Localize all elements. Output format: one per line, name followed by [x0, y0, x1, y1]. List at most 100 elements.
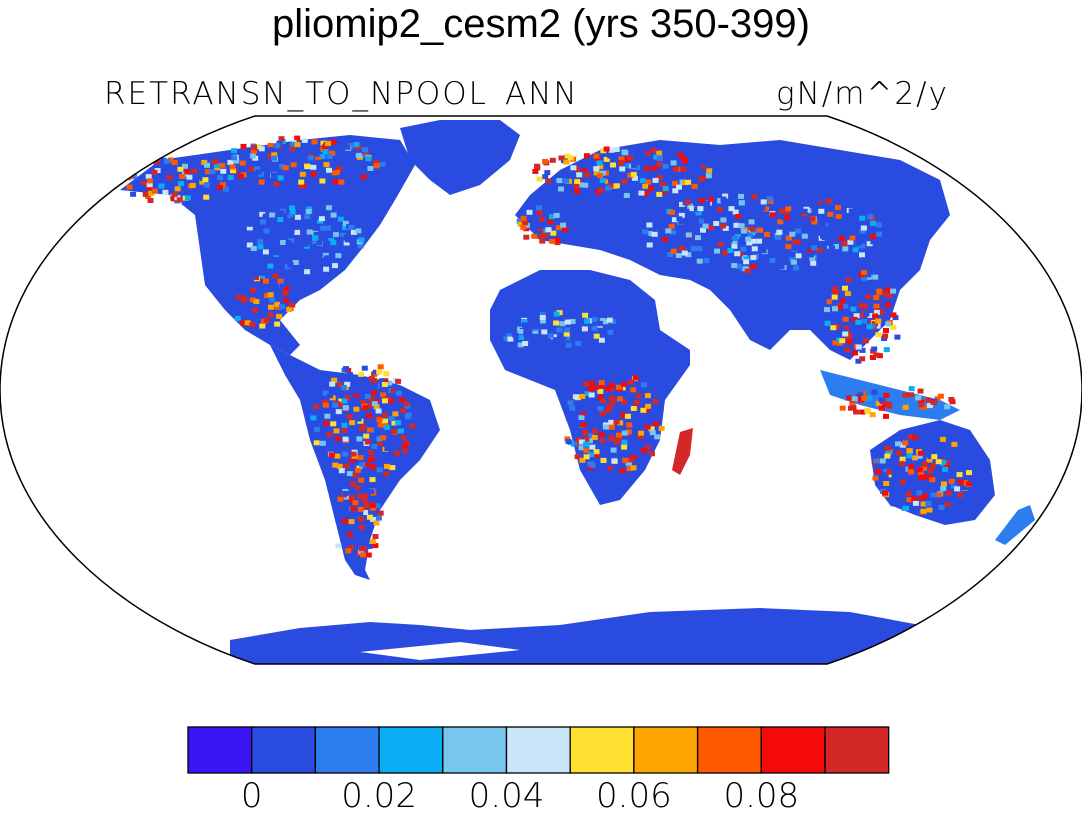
data-cell [777, 219, 784, 225]
data-cell [609, 332, 616, 338]
data-cell [330, 212, 337, 218]
data-cell [583, 454, 590, 460]
data-cell [573, 166, 580, 172]
data-cell [281, 232, 288, 238]
data-cell [693, 218, 700, 224]
data-cell [551, 342, 558, 348]
data-cell [262, 161, 269, 167]
data-cell [388, 416, 395, 421]
data-cell [315, 156, 322, 162]
data-cell [685, 232, 692, 238]
data-cell [930, 399, 937, 405]
data-cell [625, 461, 632, 467]
colorbar-swatch [760, 726, 826, 774]
data-cell [820, 202, 827, 208]
colorbar-swatch [824, 726, 890, 774]
data-cell [132, 157, 139, 163]
data-cell [330, 240, 337, 246]
data-cell [257, 281, 264, 287]
data-cell [707, 196, 714, 202]
data-cell [281, 153, 288, 159]
data-cell [870, 234, 877, 239]
data-cell [123, 160, 130, 166]
data-cell [553, 311, 560, 317]
data-cell [922, 461, 928, 467]
data-cell [851, 316, 858, 322]
data-cell [939, 436, 946, 442]
data-cell [166, 175, 173, 181]
data-cell [689, 206, 696, 212]
data-cell [341, 398, 348, 404]
data-cell [574, 189, 581, 194]
data-cell [677, 152, 684, 158]
data-cell [241, 295, 248, 301]
data-cell [859, 252, 865, 258]
data-cell [613, 147, 620, 152]
data-cell [748, 202, 755, 208]
data-cell [685, 179, 692, 185]
data-cell [307, 155, 314, 161]
data-cell [578, 439, 585, 445]
data-cell [916, 467, 923, 473]
data-cell [694, 254, 701, 260]
data-cell [905, 490, 912, 496]
data-cell [590, 342, 597, 348]
data-cell [622, 150, 629, 156]
data-cell [283, 297, 290, 303]
data-cell [366, 403, 373, 409]
data-cell [260, 219, 266, 225]
data-cell [326, 233, 333, 239]
data-cell [937, 393, 944, 399]
antarctica-ice-shelf [360, 642, 520, 660]
data-cell [263, 228, 270, 234]
data-cell [908, 386, 915, 392]
data-cell [314, 164, 321, 170]
data-cell [549, 238, 556, 244]
data-cell [596, 160, 603, 166]
data-cell [750, 264, 757, 270]
data-cell [839, 298, 846, 304]
data-cell [326, 167, 332, 173]
data-cell [323, 217, 330, 223]
data-cell [357, 493, 363, 499]
data-cell [895, 450, 902, 456]
data-cell [708, 242, 715, 248]
data-cell [295, 203, 302, 209]
data-cell [560, 335, 567, 340]
data-cell [842, 303, 849, 309]
data-cell [665, 228, 672, 234]
data-cell [644, 393, 651, 399]
data-cell [882, 333, 889, 339]
data-cell [342, 451, 349, 457]
data-cell [353, 406, 360, 412]
data-cell [333, 258, 340, 264]
data-cell [666, 248, 672, 254]
data-cell [693, 206, 700, 212]
data-cell [346, 471, 353, 477]
data-cell [119, 163, 126, 169]
data-cell [638, 190, 645, 196]
data-cell [343, 366, 349, 372]
data-cell [847, 405, 854, 411]
data-cell [383, 471, 390, 477]
data-cell [954, 486, 961, 492]
data-cell [327, 244, 334, 250]
data-cell [274, 304, 281, 310]
data-cell [267, 263, 274, 269]
data-cell [177, 166, 184, 172]
data-cell [298, 161, 304, 167]
data-cell [912, 500, 919, 506]
data-cell [348, 497, 355, 503]
data-cell [965, 481, 972, 487]
data-cell [818, 255, 825, 261]
data-cell [636, 433, 643, 439]
data-cell [541, 329, 548, 335]
data-cell [875, 469, 881, 474]
data-cell [250, 246, 257, 251]
data-cell [539, 311, 546, 317]
data-cell [621, 381, 627, 387]
data-cell [746, 240, 753, 246]
data-cell [587, 386, 594, 392]
data-cell [757, 227, 764, 233]
data-cell [927, 454, 934, 460]
